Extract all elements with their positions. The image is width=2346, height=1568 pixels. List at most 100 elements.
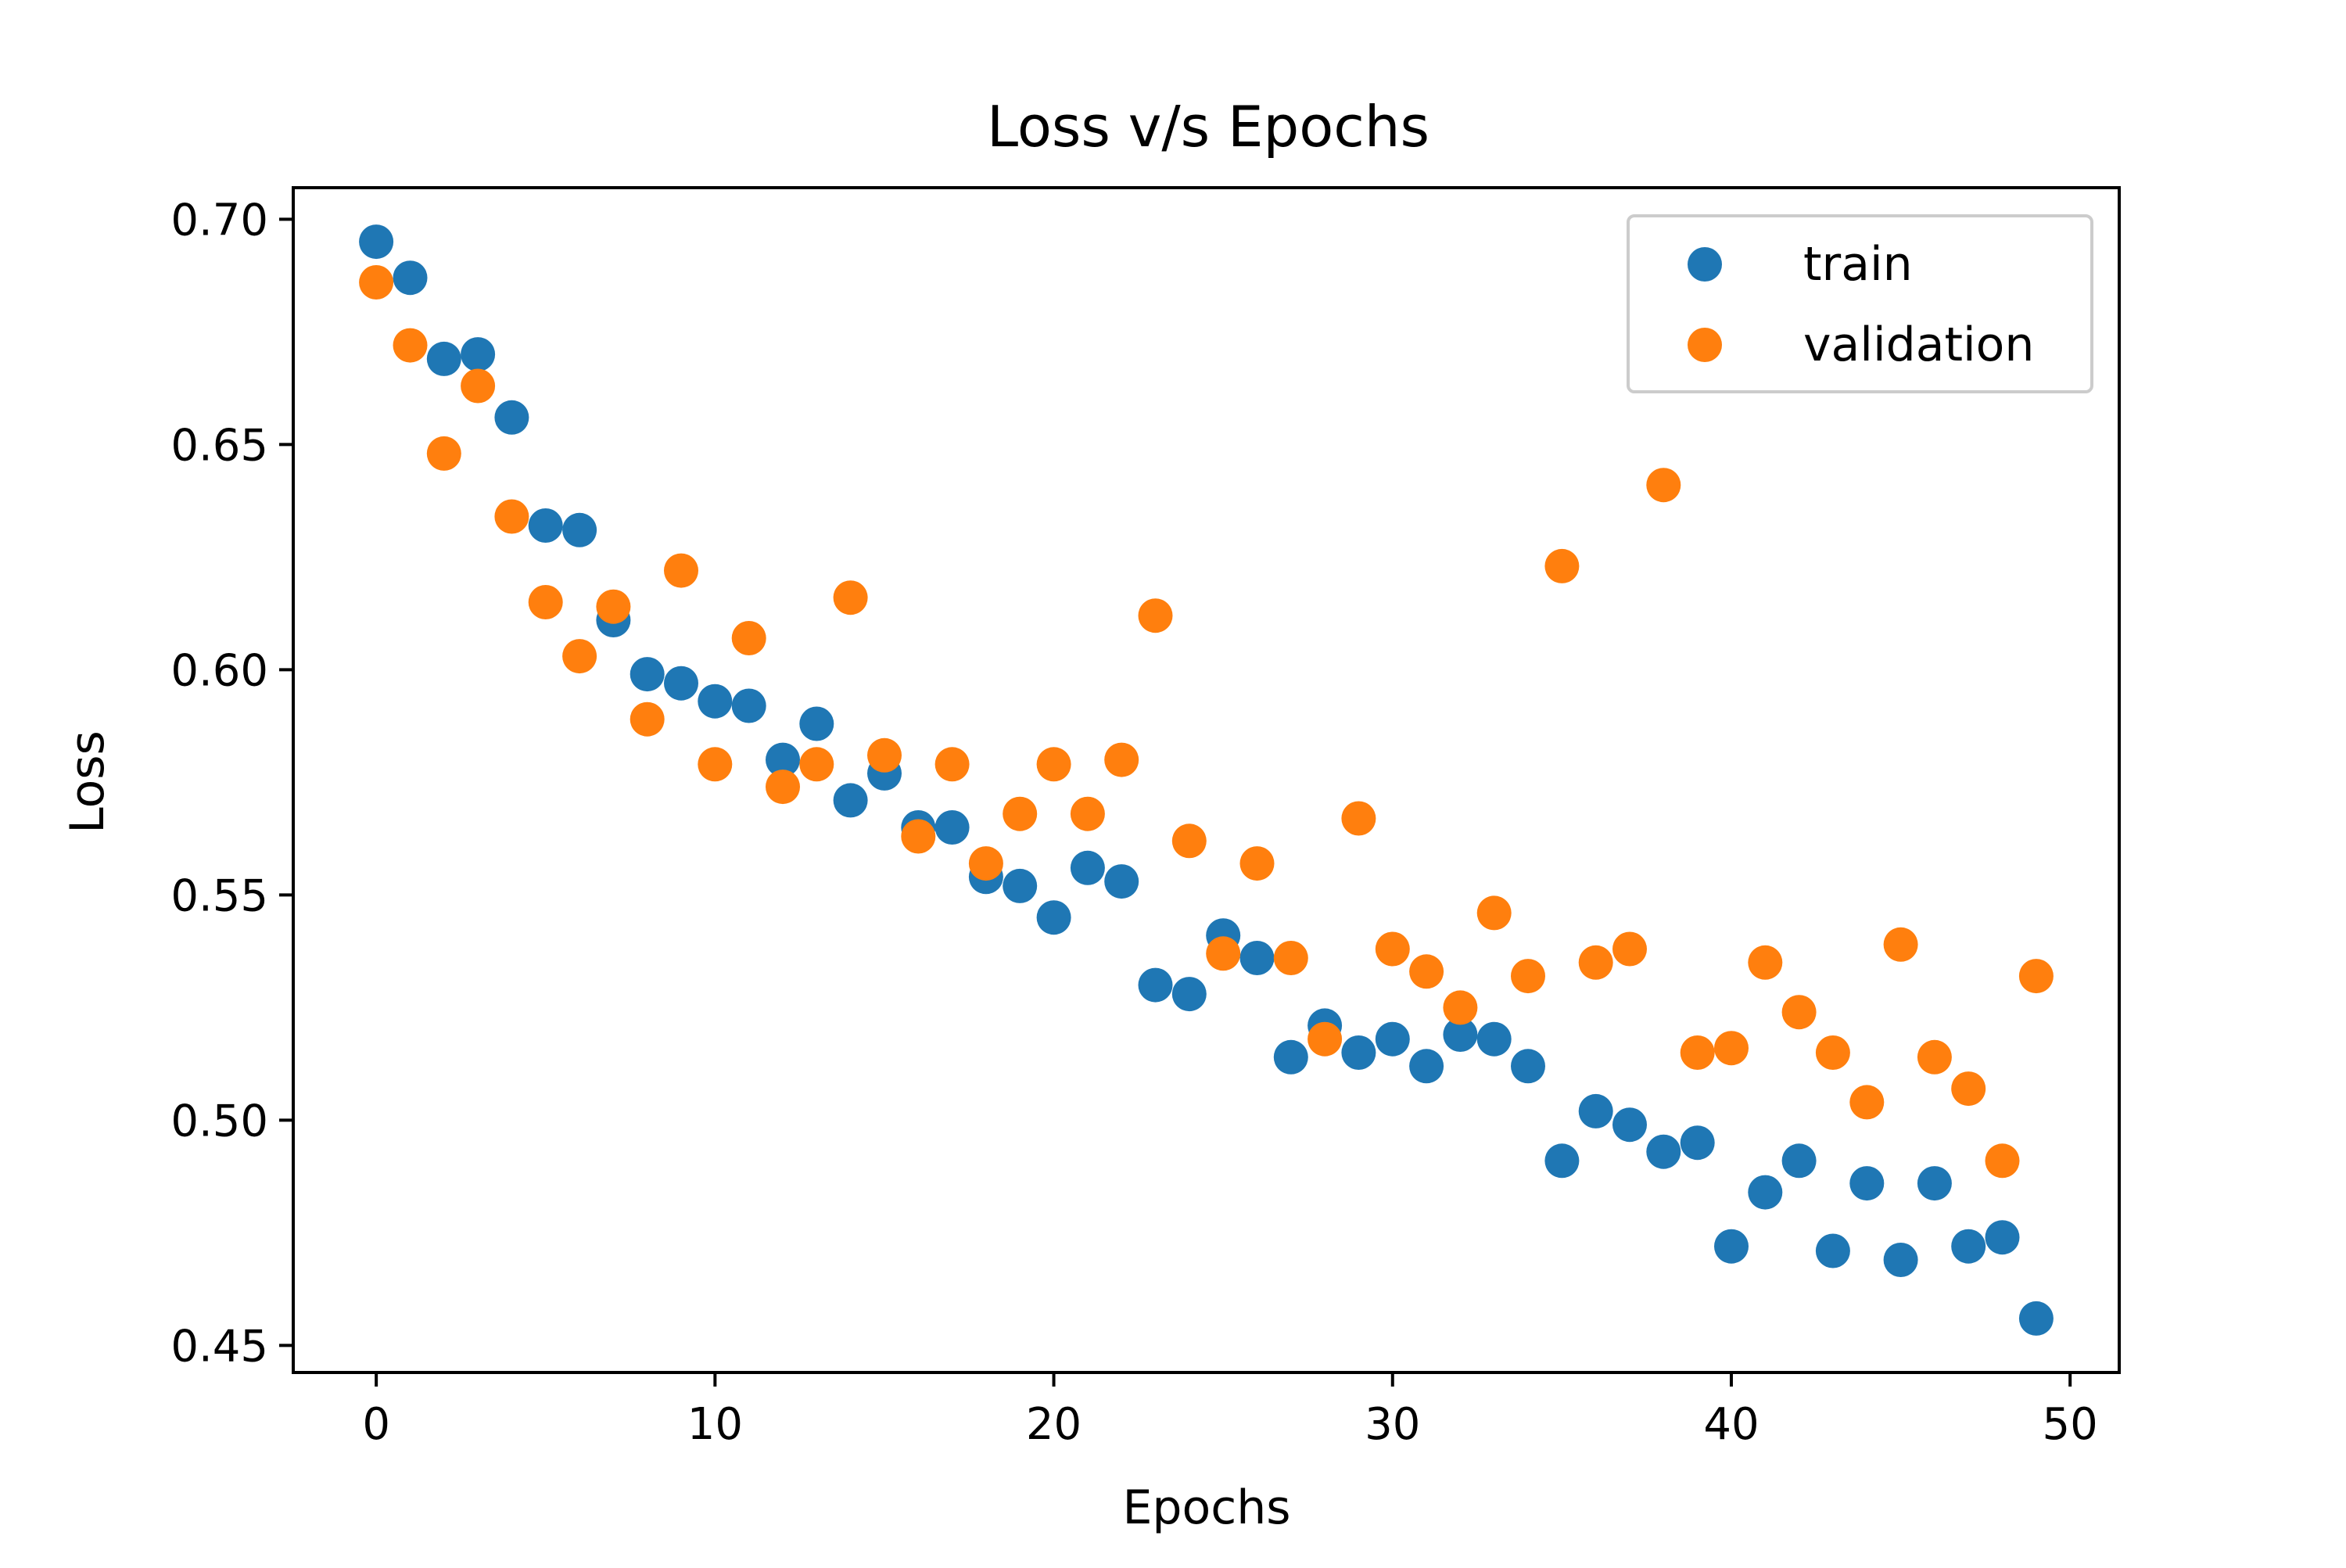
plot-area	[359, 224, 2054, 1336]
validation-point	[1511, 959, 1545, 994]
validation-point	[461, 368, 496, 404]
train-point	[1239, 941, 1275, 975]
train-point	[1409, 1049, 1444, 1084]
train-point	[461, 337, 496, 372]
validation-point	[1138, 598, 1173, 633]
validation-point	[1646, 468, 1681, 503]
train-point	[1171, 977, 1207, 1012]
y-axis-label: Loss	[60, 730, 115, 834]
train-point	[1476, 1021, 1512, 1057]
validation-point	[562, 639, 597, 674]
validation-point	[1612, 931, 1647, 967]
train-point	[1646, 1134, 1681, 1169]
train-point	[1036, 900, 1071, 935]
train-point	[1511, 1049, 1545, 1084]
train-point	[1748, 1175, 1783, 1210]
train-point	[833, 783, 868, 818]
y-tick-label: 0.55	[170, 870, 268, 921]
train-point	[1544, 1143, 1580, 1179]
y-tick-label: 0.60	[170, 645, 268, 696]
train-point	[2018, 1301, 2054, 1336]
legend-box	[1627, 214, 2093, 393]
x-tick-label: 20	[1026, 1399, 1082, 1450]
x-tick-label: 40	[1703, 1399, 1759, 1450]
series-validation	[359, 265, 2054, 1179]
validation-legend-marker	[1688, 328, 1722, 362]
train-point	[1138, 967, 1173, 1003]
y-tick-label: 0.45	[170, 1321, 268, 1372]
validation-point	[1171, 823, 1207, 859]
train-point	[1849, 1166, 1885, 1201]
axes-frame	[292, 186, 2121, 1374]
validation-point	[2018, 959, 2054, 994]
validation-point	[1985, 1143, 2020, 1179]
train-point	[1443, 1017, 1478, 1052]
train-point	[562, 512, 597, 547]
x-tick-label: 30	[1365, 1399, 1420, 1450]
validation-point	[1544, 548, 1580, 583]
validation-point	[1781, 995, 1817, 1030]
validation-point	[393, 328, 428, 363]
legend: train validation	[1627, 214, 2093, 393]
validation-point	[1206, 936, 1241, 971]
validation-point	[1815, 1035, 1850, 1070]
train-point	[528, 508, 563, 543]
y-tick-label: 0.50	[170, 1096, 268, 1146]
validation-point	[1070, 796, 1105, 831]
validation-point	[968, 846, 1003, 881]
y-axis: 0.45 0.50 0.55 0.60 0.65 0.70	[170, 195, 293, 1372]
validation-point	[1951, 1071, 1986, 1107]
validation-point	[799, 747, 834, 782]
train-point	[1680, 1125, 1715, 1161]
train-point	[1273, 1039, 1308, 1075]
validation-point	[426, 436, 461, 471]
validation-point	[1680, 1035, 1715, 1070]
validation-point	[1849, 1085, 1885, 1120]
x-tick-label: 50	[2043, 1399, 2098, 1450]
train-point	[799, 706, 834, 741]
train-point	[1375, 1021, 1410, 1057]
legend-label-validation: validation	[1803, 318, 2034, 372]
validation-point	[494, 499, 529, 534]
train-point	[393, 260, 428, 296]
validation-point	[867, 737, 902, 773]
validation-point	[1003, 796, 1038, 831]
validation-point	[1443, 990, 1478, 1025]
train-point	[934, 810, 970, 845]
train-point	[1815, 1233, 1850, 1268]
train-point	[1578, 1093, 1613, 1128]
validation-point	[630, 701, 665, 737]
train-point	[1070, 850, 1105, 885]
validation-point	[731, 621, 766, 655]
legend-label-train: train	[1803, 237, 1913, 292]
train-point	[1104, 864, 1139, 899]
x-tick-label: 0	[362, 1399, 390, 1450]
validation-point	[1104, 742, 1139, 777]
validation-point	[1273, 941, 1308, 975]
validation-point	[1239, 846, 1275, 881]
series-train	[359, 224, 2054, 1336]
validation-point	[1714, 1031, 1749, 1066]
validation-point	[1883, 927, 1918, 962]
train-point	[1781, 1143, 1817, 1179]
train-point	[1985, 1220, 2020, 1255]
train-point	[1951, 1229, 1986, 1264]
chart-title: Loss v/s Epochs	[987, 94, 1429, 160]
train-point	[494, 400, 529, 435]
train-point	[1917, 1166, 1952, 1201]
validation-point	[596, 589, 631, 624]
train-legend-marker	[1688, 247, 1722, 282]
train-point	[766, 742, 800, 777]
validation-point	[359, 265, 394, 300]
validation-point	[934, 747, 970, 782]
train-point	[1612, 1107, 1647, 1143]
train-point	[630, 657, 665, 692]
validation-point	[1036, 747, 1071, 782]
validation-point	[1917, 1039, 1952, 1075]
validation-point	[1409, 954, 1444, 989]
validation-point	[1341, 801, 1376, 836]
validation-point	[1748, 945, 1783, 980]
train-point	[731, 688, 766, 723]
